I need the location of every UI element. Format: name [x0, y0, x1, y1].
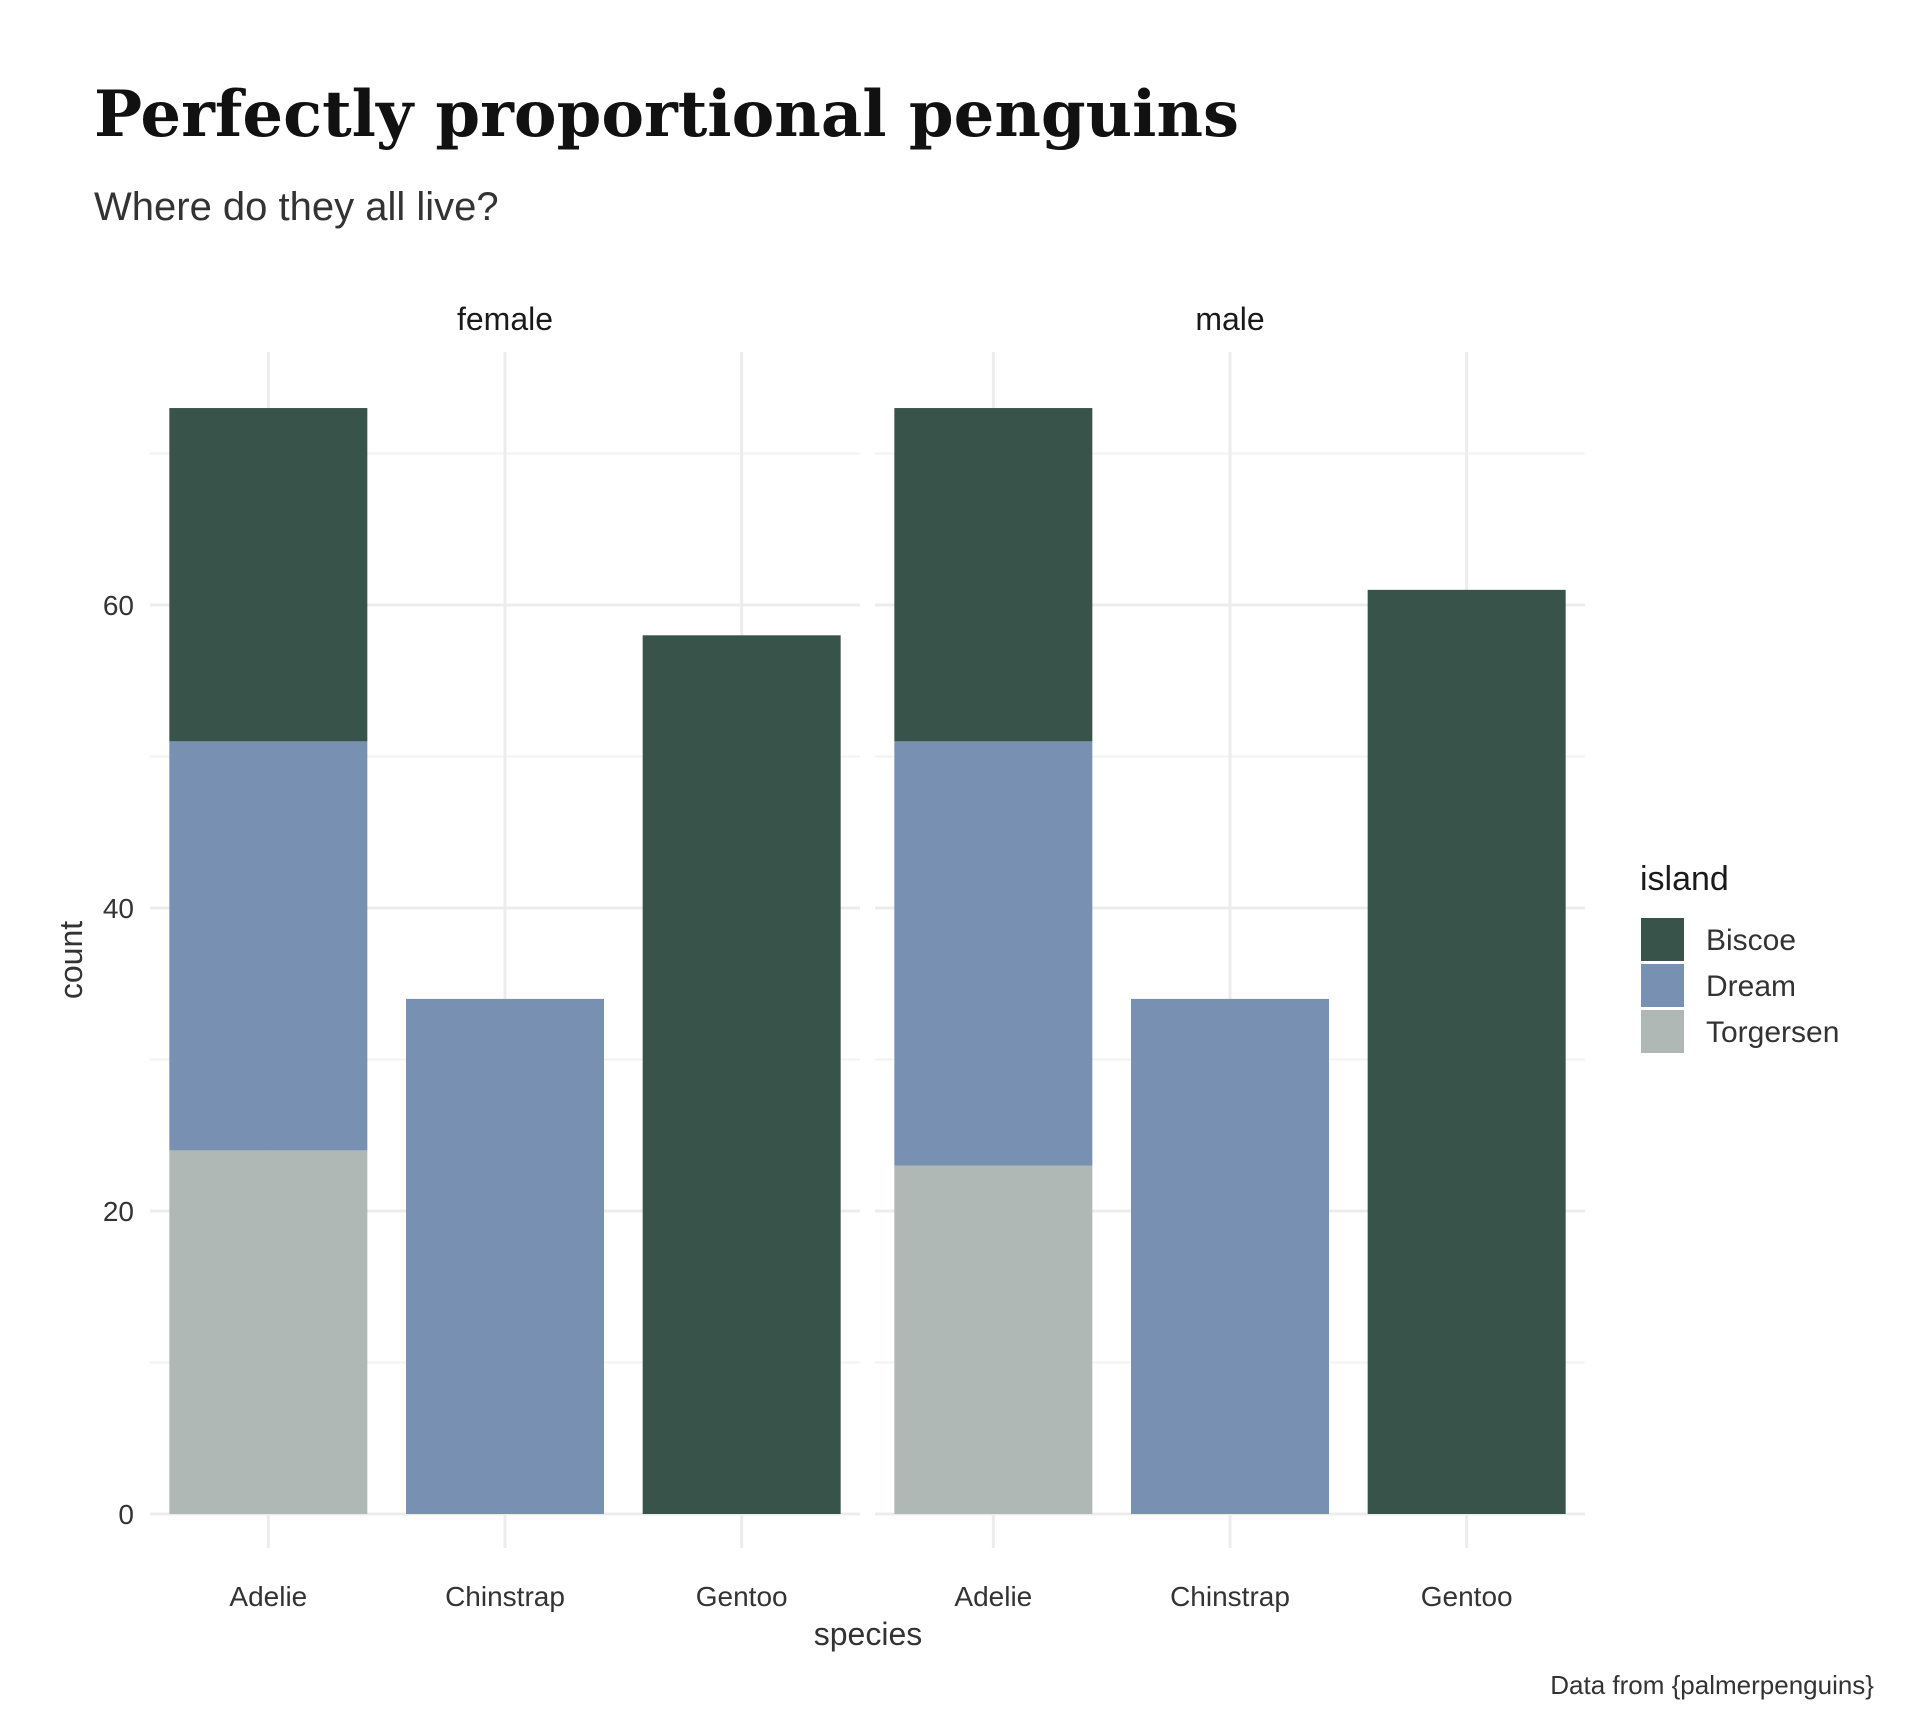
- bar-male-adelie-biscoe: [894, 408, 1093, 742]
- y-axis-label: count: [53, 921, 89, 999]
- panel-female: Adelie Chinstrap Gentoo female: [150, 301, 860, 1612]
- x-tick-label: Adelie: [229, 1581, 307, 1612]
- panels: Adelie Chinstrap Gentoo female Adelie Chinstr…: [103, 301, 1585, 1612]
- bar-female-adelie-torgersen: [169, 1150, 368, 1514]
- y-tick-label: 0: [118, 1499, 134, 1530]
- y-tick-label: 20: [103, 1196, 134, 1227]
- chart-subtitle: Where do they all live?: [94, 185, 499, 229]
- legend-label: Torgersen: [1706, 1016, 1839, 1049]
- x-tick-label: Gentoo: [1421, 1581, 1513, 1612]
- legend-label: Dream: [1706, 970, 1796, 1003]
- panel-male: Adelie Chinstrap Gentoo male: [875, 301, 1585, 1612]
- y-tick-label: 60: [103, 590, 134, 621]
- bar-male-adelie-torgersen: [894, 1165, 1093, 1514]
- y-tick-label: 40: [103, 893, 134, 924]
- y-axis: 0 20 40 60: [103, 590, 134, 1530]
- x-tick-label: Adelie: [954, 1581, 1032, 1612]
- chart-title: Perfectly proportional penguins: [94, 77, 1239, 152]
- facet-label: male: [1195, 301, 1264, 337]
- x-axis-label: species: [814, 1616, 923, 1652]
- caption: Data from {palmerpenguins}: [1550, 1670, 1874, 1700]
- bar-male-adelie-dream: [894, 741, 1093, 1166]
- x-tick-label: Chinstrap: [445, 1581, 565, 1612]
- bar-female-chinstrap-dream: [406, 998, 604, 1514]
- bar-female-gentoo-biscoe: [642, 635, 841, 1514]
- x-tick-label: Chinstrap: [1170, 1581, 1290, 1612]
- legend-key-dream: [1641, 964, 1684, 1007]
- bar-male-chinstrap-dream: [1131, 998, 1329, 1514]
- legend-title: island: [1640, 860, 1729, 898]
- facet-label: female: [457, 301, 553, 337]
- bar-female-adelie-dream: [169, 741, 368, 1151]
- bar-female-adelie-biscoe: [169, 408, 368, 742]
- bar-male-gentoo-biscoe: [1367, 589, 1566, 1514]
- legend-label: Biscoe: [1706, 924, 1796, 957]
- legend: island Biscoe Dream Torgersen: [1640, 860, 1839, 1053]
- x-tick-label: Gentoo: [696, 1581, 788, 1612]
- legend-key-biscoe: [1641, 918, 1684, 961]
- legend-key-torgersen: [1641, 1010, 1684, 1053]
